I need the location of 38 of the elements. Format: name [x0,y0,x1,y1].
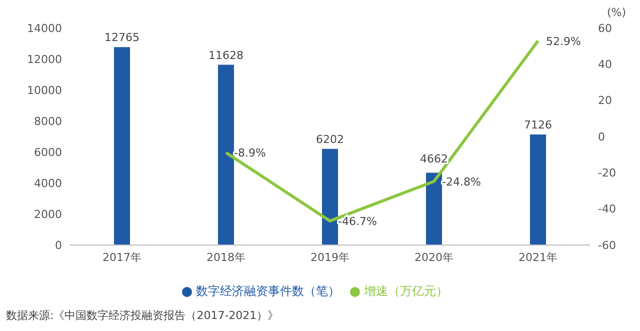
y-tick-label: 0 [55,238,62,252]
x-tick-label: 2019年 [310,250,350,264]
x-tick-label: 2020年 [414,250,454,264]
data-label: -24.8% [442,175,481,188]
data-label: 6202 [316,132,344,146]
data-label: 7126 [524,118,552,132]
y2-tick-label: 60 [598,22,612,35]
y2-tick-label: -40 [598,202,616,216]
y-tick-label: 4000 [34,176,62,190]
y2-tick-label: 20 [598,94,612,108]
y2-tick-label: 0 [598,130,605,144]
legend-label: 增速（万亿元） [364,284,448,298]
y-tick-label: 12000 [27,52,62,66]
x-tick-label: 2017年 [102,250,142,264]
y-tick-label: 10000 [27,84,62,97]
y2-tick-label: -60 [598,238,616,252]
bar [426,172,442,245]
y2-tick-label: 40 [598,58,612,72]
bar [530,134,546,245]
bar [114,47,130,245]
y-tick-label: 14000 [27,22,62,35]
bar [218,64,234,245]
data-label: 4662 [420,152,448,166]
y2-axis-title: (%) [606,6,626,19]
data-label: 11628 [208,48,244,62]
data-label: -46.7% [338,214,377,228]
x-tick-label: 2018年 [206,250,246,264]
bar [322,148,338,245]
y-tick-label: 2000 [34,208,62,221]
legend-label: 数字经济融资事件数（笔） [196,284,340,298]
y-tick-label: 8000 [34,114,62,128]
data-label: -8.9% [234,146,266,160]
x-tick-label: 2021年 [518,250,558,264]
y-tick-label: 6000 [34,146,62,159]
source-note: 数据来源:《中国数字经济投融资报告（2017-2021）》 [6,308,279,323]
data-label: 12765 [104,31,140,44]
data-label: 52.9% [546,34,581,48]
y2-tick-label: -20 [598,166,616,180]
